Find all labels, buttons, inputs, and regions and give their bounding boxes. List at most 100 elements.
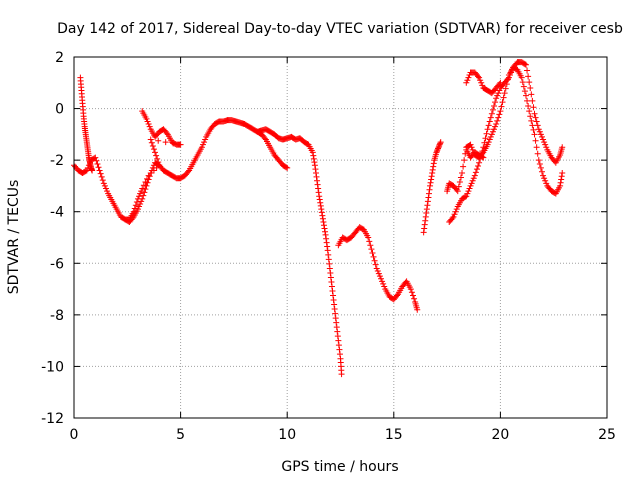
data-point	[535, 157, 542, 164]
data-point	[488, 131, 495, 138]
data-point	[370, 253, 377, 260]
data-point	[373, 265, 380, 272]
data-point	[485, 122, 492, 129]
data-point	[520, 83, 527, 90]
data-point	[496, 81, 503, 88]
data-point	[480, 154, 487, 161]
data-point	[559, 144, 566, 151]
data-point	[137, 200, 144, 207]
x-tick-label: 20	[491, 427, 509, 443]
data-point	[476, 159, 483, 166]
data-point	[491, 126, 498, 133]
data-point	[535, 126, 542, 133]
data-point	[465, 74, 472, 81]
data-point	[95, 164, 102, 171]
data-point	[156, 162, 163, 169]
data-point	[140, 192, 147, 199]
data-point	[326, 260, 333, 267]
data-point	[315, 185, 322, 192]
data-point	[559, 170, 566, 177]
data-point	[467, 182, 474, 189]
data-point	[424, 198, 431, 205]
data-point	[145, 121, 152, 128]
data-point	[498, 103, 505, 110]
data-point	[202, 136, 209, 143]
data-point	[328, 278, 335, 285]
data-point	[435, 145, 442, 152]
data-point	[198, 144, 205, 151]
y-tick-label: -2	[50, 153, 64, 169]
data-point	[463, 193, 470, 200]
data-point	[136, 193, 143, 200]
series-track-2	[77, 74, 96, 174]
data-point	[137, 190, 144, 197]
series-track-10	[463, 146, 487, 161]
data-point	[477, 77, 484, 84]
data-point	[495, 114, 502, 121]
data-point	[122, 216, 129, 223]
data-point	[141, 189, 148, 196]
data-point	[524, 67, 531, 74]
data-point	[501, 90, 508, 97]
data-point	[528, 91, 535, 98]
data-point	[430, 160, 437, 167]
data-point	[493, 95, 500, 102]
data-point	[335, 342, 342, 349]
data-point	[146, 123, 153, 130]
y-tick-label: -10	[41, 359, 64, 375]
data-point	[422, 217, 429, 224]
data-point	[487, 114, 494, 121]
data-point	[334, 328, 341, 335]
data-point	[521, 61, 528, 68]
data-point	[330, 297, 337, 304]
data-point	[313, 173, 320, 180]
data-point	[427, 182, 434, 189]
data-point	[492, 123, 499, 130]
data-point	[140, 182, 147, 189]
data-point	[451, 211, 458, 218]
data-point	[454, 188, 461, 195]
data-point	[323, 239, 330, 246]
data-point	[325, 256, 332, 263]
data-point	[525, 73, 532, 80]
data-point	[495, 90, 502, 97]
data-point	[132, 202, 139, 209]
data-point	[325, 251, 332, 258]
data-point	[316, 193, 323, 200]
data-point	[487, 133, 494, 140]
data-point	[462, 193, 469, 200]
data-point	[531, 131, 538, 138]
data-point	[425, 190, 432, 197]
data-point	[261, 135, 268, 142]
data-point	[283, 164, 290, 171]
data-point	[136, 203, 143, 210]
series-track-8	[446, 64, 566, 226]
data-point	[155, 159, 162, 166]
data-point	[541, 139, 548, 146]
y-tick-label: -4	[50, 205, 64, 221]
x-tick-label: 25	[598, 427, 616, 443]
data-point	[310, 155, 317, 162]
data-point	[372, 261, 379, 268]
series-track-7	[444, 59, 566, 195]
data-point	[537, 164, 544, 171]
data-point	[543, 144, 550, 151]
data-point	[163, 130, 170, 137]
tick-labels: 0 5 10 15 20 25 -12 -10 -8 -6 -4 -2 0 2	[41, 50, 616, 443]
data-point	[329, 288, 336, 295]
data-point	[526, 108, 533, 115]
data-point	[153, 164, 160, 171]
data-point	[471, 172, 478, 179]
data-point	[491, 102, 498, 109]
data-point	[558, 176, 565, 183]
data-point	[540, 136, 547, 143]
data-point	[407, 286, 414, 293]
data-point	[424, 202, 431, 209]
data-point	[427, 179, 434, 186]
data-point	[423, 210, 430, 217]
data-point	[452, 208, 459, 215]
data-point	[320, 219, 327, 226]
data-point	[380, 280, 387, 287]
data-point	[336, 351, 343, 358]
data-point	[177, 141, 184, 148]
